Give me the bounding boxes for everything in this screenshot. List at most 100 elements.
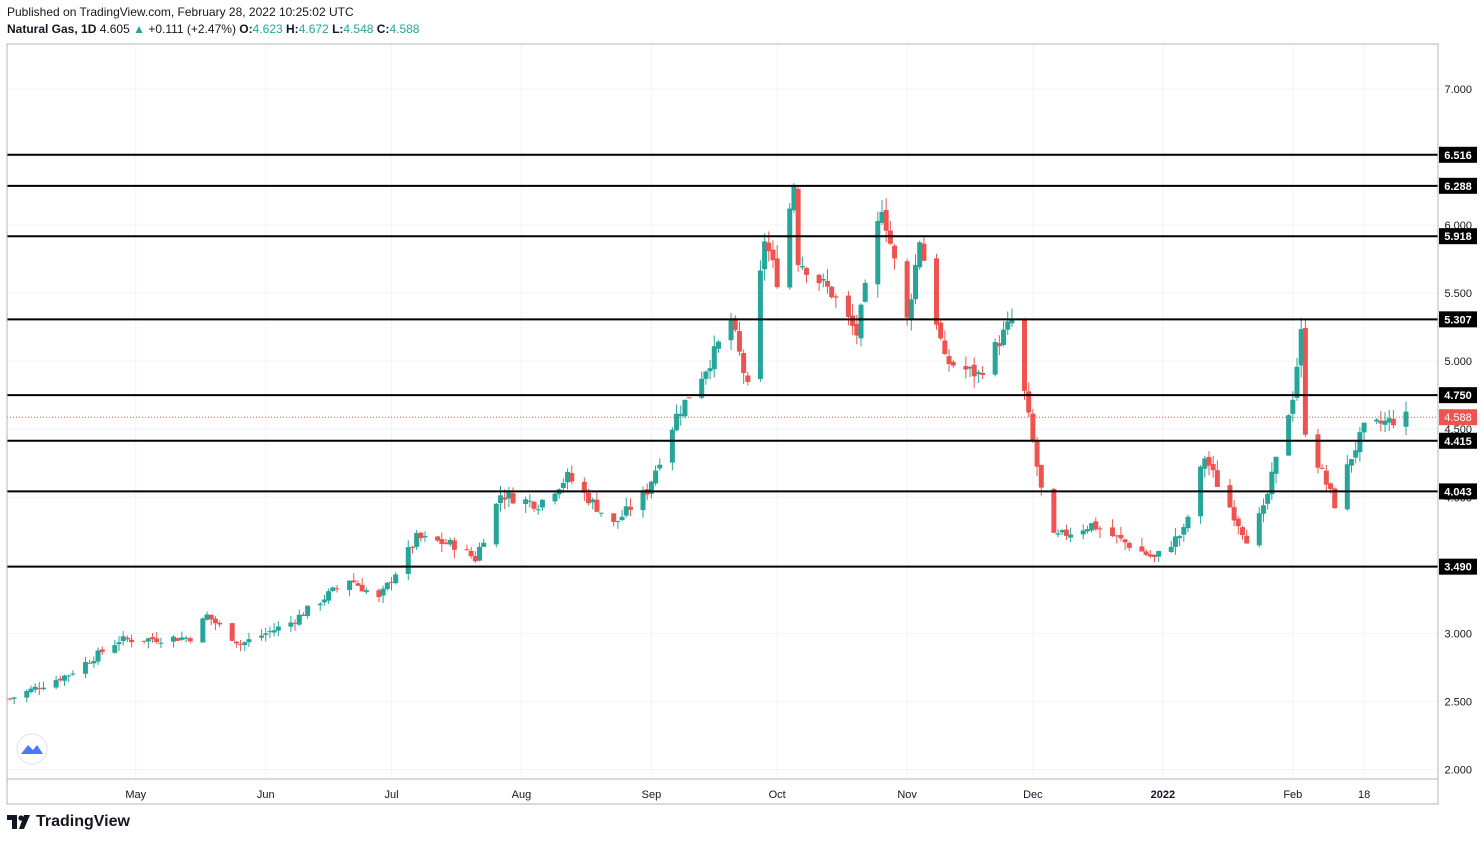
candle-body	[1378, 420, 1384, 424]
candle	[1302, 319, 1308, 438]
candle-body	[1390, 418, 1396, 426]
candle	[1244, 529, 1250, 544]
candle-body	[1269, 471, 1275, 495]
candle-body	[363, 590, 369, 593]
candle-body	[707, 368, 713, 372]
candle	[1214, 460, 1220, 488]
candle-body	[179, 637, 185, 640]
candle-body	[1118, 534, 1124, 539]
brand-footer[interactable]: TradingView	[7, 813, 130, 831]
candle	[627, 498, 633, 517]
candle-body	[757, 270, 763, 380]
candle-body	[1286, 415, 1292, 456]
candle	[741, 349, 747, 384]
candle	[145, 637, 151, 649]
candle-body	[82, 661, 88, 674]
candle-body	[112, 645, 118, 653]
candle-body	[1147, 554, 1153, 557]
candle-body	[1084, 528, 1090, 532]
x-tick-label: Aug	[512, 789, 532, 801]
candle	[481, 538, 487, 547]
candle	[418, 531, 424, 542]
candle	[112, 639, 118, 654]
candle-body	[141, 640, 147, 642]
candle	[757, 260, 763, 382]
candle-body	[330, 587, 336, 591]
candle	[875, 211, 881, 298]
candle	[334, 585, 340, 593]
candle-body	[1114, 535, 1120, 537]
candle-body	[1089, 523, 1095, 531]
candle	[674, 404, 680, 432]
candle	[669, 427, 675, 471]
candle	[917, 240, 923, 270]
candle	[745, 371, 751, 386]
candle-body	[1349, 459, 1355, 466]
candle	[477, 542, 483, 562]
candle-body	[28, 688, 34, 693]
candle-body	[669, 429, 675, 463]
candle	[527, 494, 533, 508]
candle-body	[175, 638, 181, 641]
candle-body	[938, 322, 944, 339]
candle-body	[913, 264, 919, 300]
candle	[472, 551, 478, 564]
candle-body	[1214, 470, 1220, 487]
candle	[28, 685, 34, 694]
candle-body	[212, 618, 218, 624]
candle	[1265, 491, 1271, 510]
symbol-legend: Natural Gas, 1D 4.605 ▲ +0.111 (+2.47%) …	[7, 22, 419, 36]
candle	[502, 489, 508, 510]
candle-body	[183, 637, 189, 639]
candle-body	[980, 372, 986, 375]
candle	[1168, 540, 1174, 554]
candle-body	[971, 364, 977, 377]
candle	[523, 496, 529, 514]
candle-body	[942, 340, 948, 355]
candle	[862, 279, 868, 303]
candle-body	[586, 492, 592, 504]
candle-body	[1323, 470, 1329, 485]
candle	[233, 641, 239, 648]
candle	[829, 285, 835, 299]
candle	[355, 580, 361, 586]
candle-body	[946, 356, 952, 365]
candle-body	[414, 532, 420, 547]
candle-body	[246, 639, 252, 643]
low-label: L:	[332, 22, 344, 36]
tradingview-badge-icon[interactable]	[16, 733, 48, 765]
candle-body	[129, 639, 135, 643]
candle	[611, 513, 617, 527]
level-tag	[1439, 483, 1477, 500]
symbol-name[interactable]: Natural Gas, 1D	[7, 22, 97, 36]
candle	[242, 641, 248, 652]
candle-body	[393, 574, 399, 584]
candle-body	[1139, 546, 1145, 552]
candle	[715, 340, 721, 353]
candle	[1386, 409, 1392, 431]
candle-body	[347, 580, 353, 591]
candle	[707, 359, 713, 380]
candle	[1202, 455, 1208, 478]
candle	[1097, 525, 1103, 539]
candlestick-series	[7, 183, 1409, 705]
candle-body	[686, 397, 692, 399]
candle-body	[623, 506, 629, 516]
candle	[1151, 554, 1157, 563]
candle	[1382, 412, 1388, 433]
horizontal-levels	[7, 153, 1438, 568]
candle-body	[326, 591, 332, 601]
candle-body	[7, 698, 13, 700]
candle	[770, 240, 776, 269]
candle-body	[653, 470, 659, 484]
candle	[774, 245, 780, 289]
candle	[1260, 498, 1266, 523]
candle	[1026, 382, 1032, 418]
candle	[129, 634, 135, 648]
candle	[762, 233, 768, 281]
current-price-tag	[1439, 409, 1477, 426]
candle-body	[380, 588, 386, 596]
candle	[1353, 441, 1359, 464]
candle-body	[422, 535, 428, 538]
